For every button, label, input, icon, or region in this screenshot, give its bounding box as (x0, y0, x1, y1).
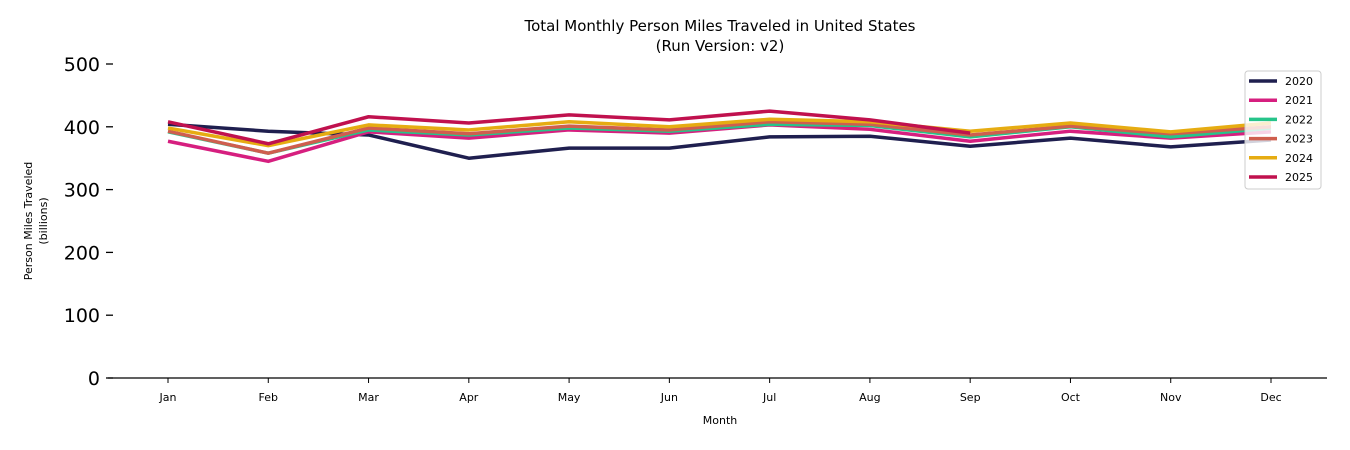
legend-label-2021: 2021 (1285, 94, 1313, 107)
y-axis-label: Person Miles Traveled (22, 162, 35, 281)
x-tick-label: Aug (859, 391, 880, 404)
series-line-2025 (167, 109, 971, 146)
y-tick-label: 500 (64, 54, 100, 76)
series-line-2023 (167, 120, 1272, 155)
legend-label-2023: 2023 (1285, 133, 1313, 146)
legend-label-2024: 2024 (1285, 152, 1313, 165)
x-tick-label: Apr (459, 391, 479, 404)
x-tick-label: Jan (159, 391, 177, 404)
chart-title: Total Monthly Person Miles Traveled in U… (523, 17, 915, 35)
chart-subtitle: (Run Version: v2) (656, 37, 785, 55)
x-tick-label: Jul (762, 391, 776, 404)
x-tick-label: Oct (1061, 391, 1081, 404)
x-tick-label: Nov (1160, 391, 1182, 404)
series-line-2024 (167, 117, 1272, 148)
legend-label-2022: 2022 (1285, 113, 1313, 126)
x-tick-label: Feb (259, 391, 278, 404)
x-tick-label: Sep (960, 391, 981, 404)
y-tick-label: 100 (64, 305, 100, 327)
x-axis-label: Month (703, 414, 738, 427)
legend-label-2020: 2020 (1285, 75, 1313, 88)
y-tick-label: 0 (88, 368, 100, 390)
x-tick-label: Mar (358, 391, 379, 404)
y-tick-label: 300 (64, 180, 100, 202)
y-axis-label-unit: (billions) (37, 197, 50, 244)
x-tick-label: May (558, 391, 581, 404)
x-tick-label: Dec (1260, 391, 1281, 404)
x-tick-label: Jun (660, 391, 678, 404)
legend: 2020 2021 2022 2023 2024 2025 (1244, 70, 1322, 190)
y-tick-label: 400 (64, 117, 100, 139)
y-tick-label: 200 (64, 242, 100, 264)
legend-label-2025: 2025 (1285, 171, 1313, 184)
